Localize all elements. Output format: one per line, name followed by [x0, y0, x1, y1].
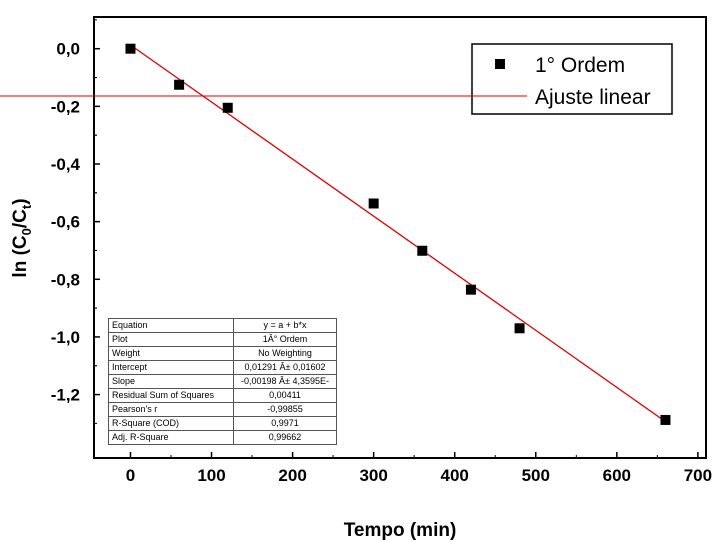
- stats-value: No Weighting: [233, 346, 337, 361]
- legend-marker-square: [495, 59, 505, 69]
- x-tick-label: 200: [278, 466, 306, 485]
- x-tick-label: 300: [359, 466, 387, 485]
- y-axis-title-close: ): [10, 198, 31, 204]
- data-point: [222, 102, 233, 113]
- data-point: [514, 323, 525, 334]
- stats-key: Slope: [108, 374, 234, 389]
- data-point: [174, 79, 185, 90]
- stats-row: Pearson's r -0,99855: [108, 402, 337, 417]
- stats-key: Weight: [108, 346, 234, 361]
- y-axis-title-sub0: 0: [19, 228, 34, 235]
- data-point: [417, 245, 428, 256]
- stats-key: Adj. R-Square: [108, 430, 234, 445]
- stats-row: Residual Sum of Squares 0,00411: [108, 388, 337, 403]
- y-tick-label: -0,6: [51, 213, 80, 232]
- stats-row: Weight No Weighting: [108, 346, 337, 361]
- y-tick-label: -0,8: [51, 270, 80, 289]
- y-axis-title-slash: /C: [10, 209, 31, 228]
- stats-row: R-Square (COD) 0,9971: [108, 416, 337, 431]
- y-tick-label: -1,2: [51, 386, 80, 405]
- fit-statistics-table: Equation y = a + b*x Plot 1Â° Ordem Weight No…: [108, 318, 337, 445]
- stats-key: Intercept: [108, 360, 234, 375]
- x-tick-label: 0: [126, 466, 135, 485]
- y-axis-title: ln (C0/Ct): [10, 198, 34, 277]
- x-tick-label: 600: [603, 466, 631, 485]
- x-tick-label: 400: [441, 466, 469, 485]
- stats-row: Intercept 0,01291 Â± 0,01602: [108, 360, 337, 375]
- stats-key: Equation: [108, 318, 234, 333]
- y-axis-ticks: 0,0 -0,2 -0,4 -0,6 -0,8 -1,0 -1,2: [51, 19, 100, 424]
- y-tick-label: -1,0: [51, 328, 80, 347]
- legend-label-series-1: 1° Ordem: [535, 54, 625, 77]
- x-axis-title: Tempo (min): [344, 520, 457, 541]
- x-tick-label: 500: [522, 466, 550, 485]
- stats-value: y = a + b*x: [233, 318, 337, 333]
- stats-row: Plot 1Â° Ordem: [108, 332, 337, 347]
- stats-value: 1Â° Ordem: [233, 332, 337, 347]
- x-tick-label: 700: [684, 466, 712, 485]
- stats-key: Residual Sum of Squares: [108, 388, 234, 403]
- x-tick-label: 100: [197, 466, 225, 485]
- legend-box: [471, 43, 673, 115]
- fit-line: [130, 44, 666, 423]
- stats-value: -0,00198 Â± 4,3595E-: [233, 374, 337, 389]
- stats-value: 0,99662: [233, 430, 337, 445]
- stats-key: Plot: [108, 332, 234, 347]
- data-point: [465, 284, 476, 295]
- stats-key: R-Square (COD): [108, 416, 234, 431]
- y-axis-title-main: ln (C: [10, 235, 31, 277]
- stats-row: Adj. R-Square 0,99662: [108, 430, 337, 445]
- data-point: [125, 43, 136, 54]
- y-axis-title-subt: t: [19, 204, 34, 209]
- y-tick-label: -0,4: [51, 155, 81, 174]
- stats-value: 0,01291 Â± 0,01602: [233, 360, 337, 375]
- data-point: [368, 198, 379, 209]
- data-point: [660, 414, 671, 425]
- stats-row: Equation y = a + b*x: [108, 318, 337, 333]
- stats-value: -0,99855: [233, 402, 337, 417]
- legend: 1° Ordem Ajuste linear: [0, 43, 673, 115]
- stats-value: 0,00411: [233, 388, 337, 403]
- stats-key: Pearson's r: [108, 402, 234, 417]
- series-layer: [125, 43, 671, 425]
- stats-row: Slope -0,00198 Â± 4,3595E-: [108, 374, 337, 389]
- x-axis-ticks: 0 100 200 300 400 500 600 700: [126, 452, 712, 485]
- y-tick-label: 0,0: [56, 40, 80, 59]
- y-tick-label: -0,2: [51, 97, 80, 116]
- legend-label-series-2: Ajuste linear: [535, 86, 651, 109]
- plot-frame: [93, 16, 707, 459]
- stats-value: 0,9971: [233, 416, 337, 431]
